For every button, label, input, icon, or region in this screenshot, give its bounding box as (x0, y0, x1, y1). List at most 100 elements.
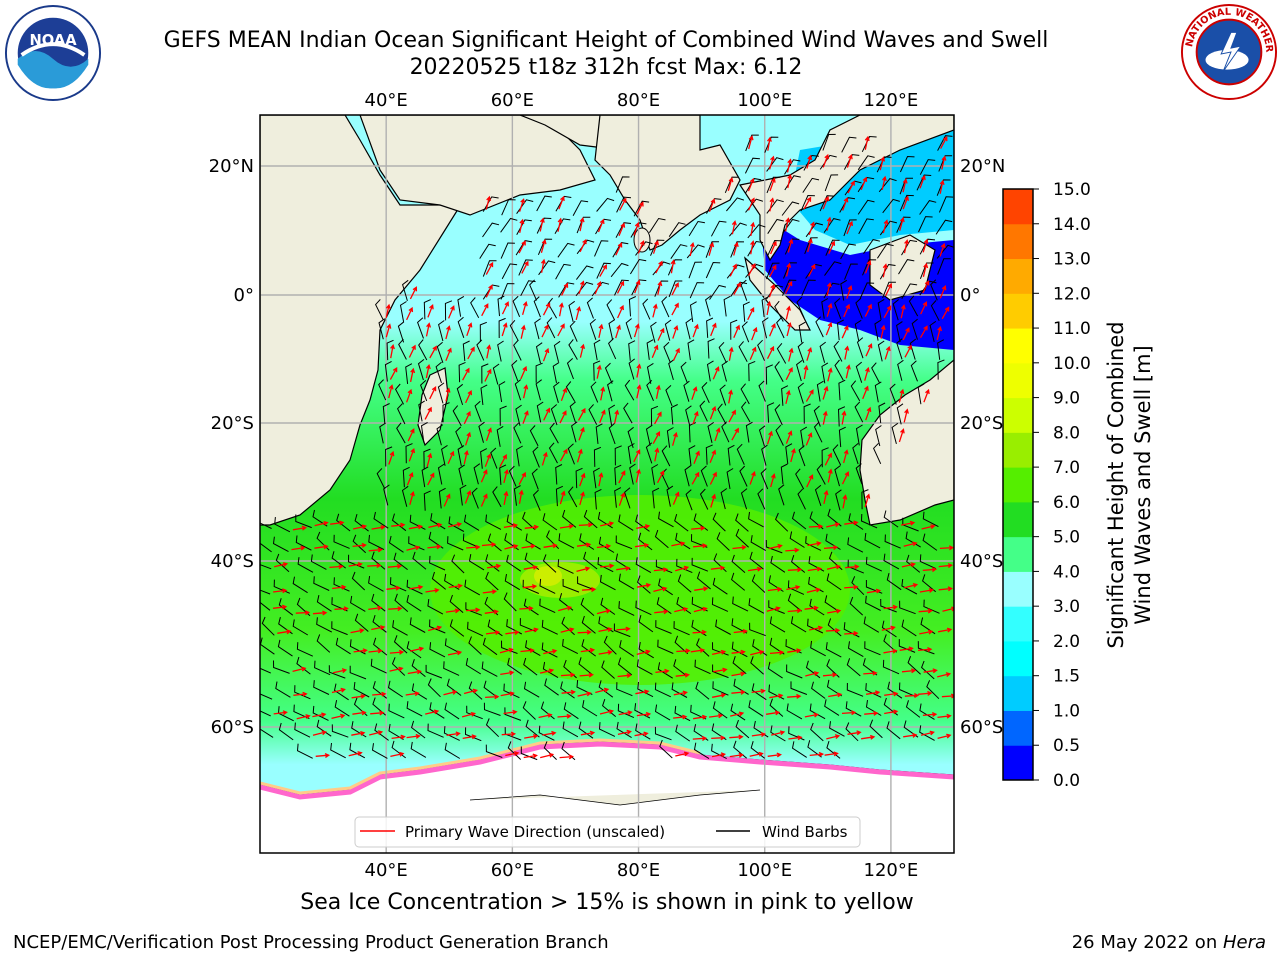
wave-arrow (749, 346, 757, 360)
wind-barb (757, 488, 766, 510)
wind-barb (576, 216, 591, 234)
wind-barb (446, 678, 462, 696)
wind-barb (427, 723, 444, 738)
wind-barb (918, 216, 933, 233)
wind-barb (476, 339, 485, 361)
wave-arrow (865, 343, 873, 357)
wave-arrow (598, 649, 613, 655)
wave-arrow (842, 494, 848, 509)
wind-barb (821, 298, 829, 319)
wind-barb (735, 513, 749, 532)
wave-arrow (617, 673, 632, 679)
wind-barb (883, 634, 898, 653)
wind-barb (742, 301, 750, 322)
wave-arrow (826, 734, 841, 740)
wind-barb (504, 707, 522, 721)
wave-arrow (467, 346, 475, 360)
wave-arrow (332, 668, 348, 674)
wave-arrow (636, 201, 644, 215)
wind-barb (459, 484, 467, 506)
wind-barb (557, 242, 575, 258)
wind-barb (555, 195, 572, 212)
wind-barb (886, 721, 901, 740)
wind-barb (761, 296, 769, 318)
wave-arrow (371, 524, 386, 530)
wind-barb (481, 661, 498, 677)
wind-barb (569, 401, 576, 423)
wind-barb (619, 640, 635, 657)
wind-barb (598, 536, 615, 553)
lon-label-top: 120°E (864, 90, 919, 111)
wind-barb (500, 217, 518, 233)
wave-arrow (770, 240, 777, 255)
lat-label-left: 20°N (209, 156, 254, 177)
wave-arrow (636, 582, 652, 588)
wind-barb (650, 239, 665, 256)
wave-arrow (541, 324, 549, 338)
wave-arrow (692, 410, 699, 425)
wind-barb (750, 656, 764, 675)
wind-barb (581, 615, 596, 634)
wind-barb (468, 554, 485, 571)
wind-barb (847, 537, 864, 553)
wind-barb (514, 379, 522, 401)
wind-barb (807, 740, 822, 758)
wind-barb (431, 571, 447, 590)
colorbar-tick-label: 15.0 (1053, 180, 1091, 200)
wind-barb (673, 659, 688, 677)
wind-barb (846, 682, 864, 697)
wind-barb (513, 422, 522, 444)
wind-barb (420, 380, 428, 402)
colorbar-swatch (1003, 258, 1033, 294)
wave-arrow (672, 347, 680, 361)
wave-arrow (747, 263, 756, 276)
wind-barb (594, 488, 602, 510)
wind-barb (442, 402, 450, 423)
wind-barb (546, 317, 556, 339)
wind-barbs-layer (260, 133, 954, 761)
wind-barb (786, 703, 803, 720)
colorbar-ticks: 0.0 0.5 1.0 1.5 2.0 3.0 4.0 5.0 6.0 7.0 8.0 9.0 10.0… (1033, 180, 1091, 791)
wave-arrow (505, 751, 520, 757)
wave-arrow (557, 323, 565, 337)
wave-arrow (923, 388, 930, 403)
wave-arrow (619, 197, 627, 211)
wind-barb (402, 466, 410, 488)
wave-arrow (486, 344, 492, 359)
wind-barb (919, 554, 937, 570)
wind-barb (642, 298, 651, 320)
wave-arrow (636, 524, 651, 530)
wind-barb (658, 578, 673, 596)
wave-arrow (408, 344, 416, 358)
wind-barb (567, 486, 578, 508)
wind-barb (458, 361, 466, 383)
wave-arrow (787, 648, 802, 654)
wind-barb (824, 174, 839, 192)
lon-label-top: 60°E (491, 90, 534, 111)
lon-labels-top: 40°E 60°E 80°E 100°E 120°E (365, 90, 919, 111)
wave-arrow (558, 302, 564, 317)
wave-arrow (898, 428, 905, 443)
wave-arrow (409, 646, 425, 652)
wind-barb (612, 242, 629, 258)
colorbar-swatch (1003, 328, 1033, 364)
wind-barb (558, 282, 575, 298)
wind-barb (542, 554, 557, 573)
wind-barb (907, 656, 921, 675)
wind-barb (896, 321, 903, 343)
wave-arrow (445, 608, 461, 614)
wave-arrow (806, 474, 814, 488)
wave-arrow (273, 588, 288, 594)
wave-arrow (808, 263, 816, 277)
wave-arrow (482, 589, 498, 595)
wave-arrow (767, 752, 782, 758)
wind-barb (295, 514, 312, 529)
wave-arrow (618, 710, 633, 716)
wind-barb (608, 423, 616, 445)
wave-arrow (822, 195, 830, 210)
wind-barb (483, 680, 498, 698)
wave-arrow (524, 627, 539, 633)
wind-barb (594, 240, 609, 257)
wave-arrow (577, 691, 592, 697)
wave-arrow (899, 216, 905, 231)
